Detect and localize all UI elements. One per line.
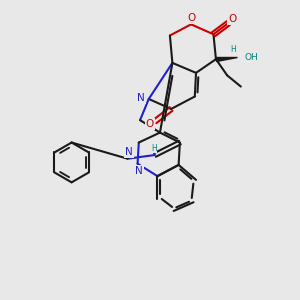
Text: N: N: [137, 93, 145, 103]
Text: H: H: [230, 45, 236, 54]
Text: O: O: [146, 119, 154, 129]
Text: OH: OH: [244, 53, 258, 62]
Text: O: O: [228, 14, 236, 24]
Text: H: H: [151, 143, 157, 152]
Text: O: O: [187, 13, 195, 23]
Polygon shape: [216, 57, 237, 61]
Text: N: N: [135, 166, 143, 176]
Text: N: N: [125, 148, 133, 158]
